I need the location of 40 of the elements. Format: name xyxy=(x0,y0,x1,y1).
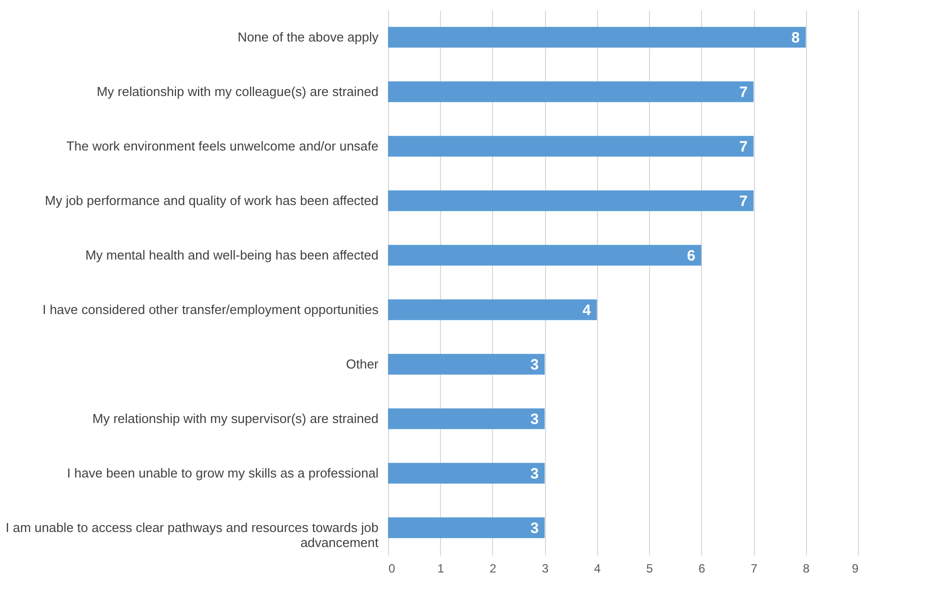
x-tick-label: 4 xyxy=(594,562,602,576)
x-tick-label: 2 xyxy=(490,562,497,576)
x-tick-label: 7 xyxy=(750,562,758,576)
data-label: 4 xyxy=(582,302,592,319)
bar xyxy=(388,190,754,212)
y-tick-label: None of the above apply xyxy=(238,29,379,44)
data-label: 3 xyxy=(530,356,539,374)
data-label: 3 xyxy=(530,410,539,428)
bar xyxy=(388,136,754,157)
x-tick-label: 0 xyxy=(388,562,396,576)
bar xyxy=(388,462,545,484)
bar xyxy=(388,354,545,375)
y-tick-label: My job performance and quality of work has been affected xyxy=(44,192,378,208)
y-tick-label: I have been unable to grow my skills as a professional xyxy=(67,465,379,480)
y-tick-label: My relationship with my colleague(s) are strained xyxy=(96,84,378,99)
data-label: 7 xyxy=(739,84,748,101)
y-tick-label: Other xyxy=(346,356,380,372)
x-tick-label: 8 xyxy=(802,562,810,576)
data-label: 3 xyxy=(530,465,539,482)
y-tick-label: I am unable to access clear pathways and resources towards job advancement xyxy=(6,520,379,550)
bar xyxy=(388,26,806,48)
data-label: 7 xyxy=(739,192,748,210)
y-tick-label: The work environment feels unwelcome and/or unsafe xyxy=(66,138,378,154)
x-tick-label: 9 xyxy=(852,562,859,576)
y-tick-label: My mental health and well-being has been affected xyxy=(85,247,378,262)
bar xyxy=(388,299,597,320)
y-tick-label: My relationship with my supervisor(s) are strained xyxy=(92,410,378,426)
data-label: 8 xyxy=(791,29,800,46)
bar xyxy=(388,408,545,430)
data-label: 3 xyxy=(530,520,539,537)
x-tick-label: 6 xyxy=(698,562,706,576)
bar xyxy=(388,244,702,266)
data-label: 7 xyxy=(739,138,748,156)
x-tick-label: 1 xyxy=(437,562,444,576)
x-tick-label: 3 xyxy=(542,562,549,576)
data-label: 6 xyxy=(686,247,696,264)
y-tick-label: I have considered other transfer/employment opportunities xyxy=(42,302,379,317)
bar xyxy=(388,517,545,538)
bar xyxy=(388,81,754,102)
x-tick-label: 5 xyxy=(646,562,654,576)
